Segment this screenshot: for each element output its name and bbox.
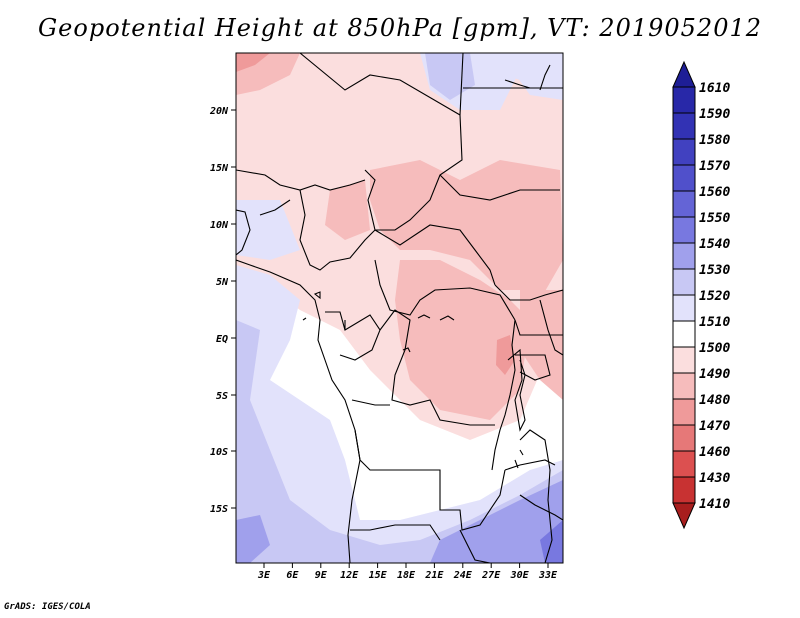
colorbar-label: 1520 (699, 289, 730, 304)
colorbar-swatch (672, 164, 696, 192)
map-frame (235, 52, 564, 564)
colorbar-label: 1510 (699, 315, 730, 330)
colorbar-label: 1580 (699, 133, 730, 148)
lat-label: 15N (210, 163, 229, 174)
lon-axis: 3E 6E 9E 12E 15E 18E 21E 24E 27E 30E 33E (257, 563, 558, 581)
colorbar-swatch (672, 112, 696, 140)
lon-label: 27E (481, 570, 501, 581)
colorbar-swatch (672, 60, 696, 88)
colorbar-label: 1490 (699, 367, 730, 382)
colorbar-label: 1590 (699, 107, 730, 122)
colorbar-swatch (672, 268, 696, 296)
lon-label: 9E (315, 570, 328, 581)
lat-label: 5N (216, 277, 229, 288)
lat-label: 5S (216, 391, 228, 402)
colorbar-label: 1460 (699, 445, 730, 460)
lon-label: 21E (424, 570, 444, 581)
colorbar-swatch (672, 372, 696, 400)
colorbar-label: 1410 (699, 497, 730, 512)
lon-label: 6E (286, 570, 299, 581)
colorbar: 1610 1590 1580 1570 1560 1550 1540 1530 1520 1510… (672, 60, 730, 530)
credit-text: GrADS: IGES/COLA (4, 602, 91, 612)
colorbar-swatch (672, 216, 696, 244)
lon-label: 3E (257, 570, 271, 581)
lon-label: 15E (369, 570, 388, 581)
lat-label: 10S (210, 447, 228, 458)
colorbar-label: 1540 (699, 237, 730, 252)
map-title: Geopotential Height at 850hPa [gpm], VT:… (38, 14, 762, 42)
west-coastline (236, 259, 361, 563)
colorbar-swatch (672, 190, 696, 218)
colorbar-label: 1470 (699, 419, 730, 434)
colorbar-label: 1570 (699, 159, 730, 174)
colorbar-label: 1550 (699, 211, 730, 226)
colorbar-swatch (672, 502, 696, 530)
colorbar-swatch (672, 424, 696, 452)
colorbar-label: 1500 (699, 341, 730, 356)
lat-label: 10N (210, 220, 229, 231)
colorbar-swatch (672, 346, 696, 374)
lon-label: 24E (453, 570, 473, 581)
lat-label: 15S (210, 504, 228, 515)
colorbar-swatch (672, 86, 696, 114)
lon-label: 30E (510, 570, 530, 581)
colorbar-label: 1560 (699, 185, 730, 200)
colorbar-swatch (672, 294, 696, 322)
colorbar-label: 1610 (699, 81, 730, 96)
colorbar-label: 1530 (699, 263, 730, 278)
colorbar-swatch (672, 242, 696, 270)
boundaries (236, 53, 563, 563)
colorbar-swatch (672, 320, 696, 348)
colorbar-swatch (672, 398, 696, 426)
lat-label: EQ (216, 334, 228, 345)
lat-label: 20N (209, 106, 229, 117)
colorbar-label: 1430 (699, 471, 730, 486)
colorbar-swatch (672, 138, 696, 166)
colorbar-swatch (672, 450, 696, 478)
contour-fill (236, 53, 563, 563)
lat-axis: 20N 15N 10N 5N EQ 5S 10S 15S (209, 106, 236, 515)
colorbar-swatch (672, 476, 696, 504)
lon-label: 12E (340, 570, 359, 581)
colorbar-label: 1480 (699, 393, 730, 408)
lon-label: 33E (538, 570, 558, 581)
lon-label: 18E (397, 570, 416, 581)
